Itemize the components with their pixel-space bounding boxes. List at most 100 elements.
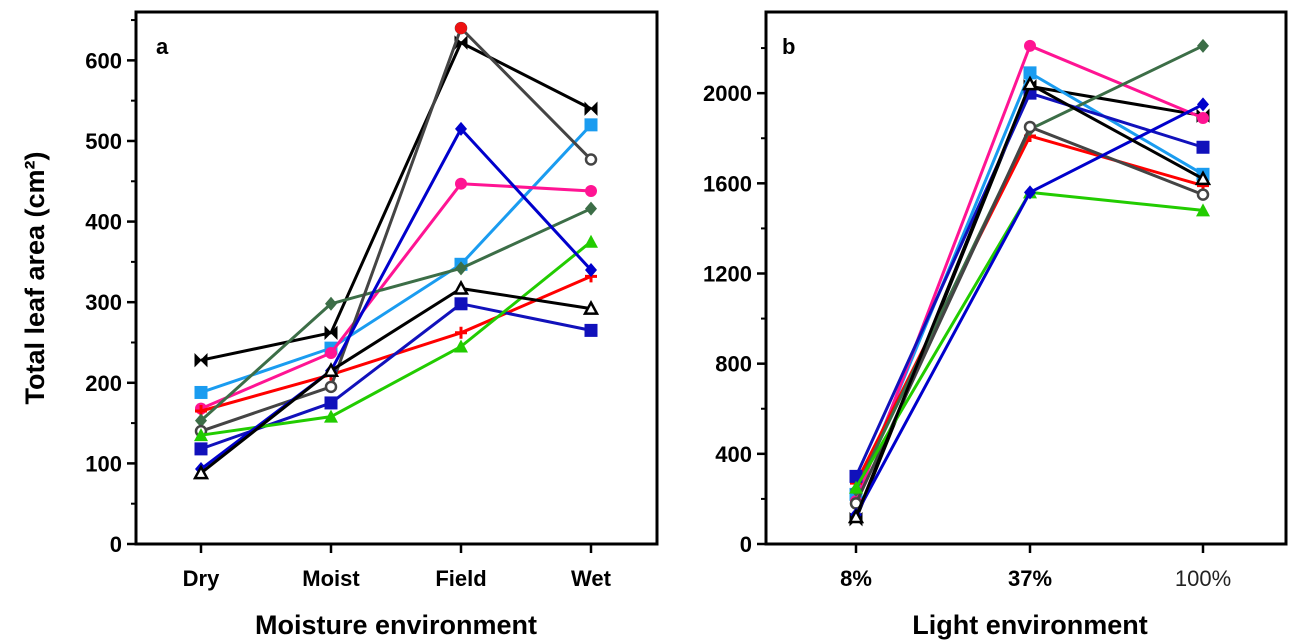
- data-point: [324, 325, 338, 341]
- x-tick-label: 37%: [1008, 566, 1052, 591]
- data-point: [585, 201, 597, 216]
- panel-a-x-title: Moisture environment: [255, 610, 537, 640]
- data-point: [195, 413, 207, 428]
- panel-b-label: b: [782, 34, 795, 59]
- data-point: [1024, 39, 1036, 52]
- data-point: [1196, 203, 1210, 217]
- panel-a-series: [192, 21, 600, 480]
- x-tick-label: Dry: [183, 566, 220, 591]
- data-point: [585, 262, 597, 277]
- series-line: [854, 44, 1204, 491]
- data-point: [325, 346, 337, 359]
- panel-a-y-title: Total leaf area (cm²): [20, 151, 50, 404]
- x-tick-label: Moist: [302, 566, 360, 591]
- series-line: [854, 190, 1204, 489]
- y-tick-label: 500: [85, 129, 122, 154]
- series-5: [195, 201, 597, 428]
- series-line: [200, 182, 592, 410]
- series-1: [194, 35, 598, 368]
- data-point: [324, 409, 338, 423]
- series-8: [194, 234, 598, 442]
- data-point: [1194, 170, 1212, 186]
- data-point: [584, 153, 598, 166]
- data-point: [1024, 185, 1036, 200]
- panel-a-frame: [134, 10, 659, 546]
- data-point: [452, 279, 470, 295]
- series-3: [850, 39, 1209, 508]
- data-point: [454, 339, 468, 353]
- panel-b-x-title: Light environment: [912, 610, 1148, 640]
- y-tick-label: 400: [715, 442, 752, 467]
- y-tick-label: 100: [85, 451, 122, 476]
- series-4: [195, 270, 597, 417]
- y-tick-label: 300: [85, 290, 122, 315]
- data-point: [584, 118, 598, 132]
- data-point: [585, 184, 597, 197]
- y-tick-label: 0: [110, 532, 122, 557]
- series-line: [200, 240, 592, 437]
- y-tick-label: 1200: [703, 261, 752, 286]
- series-line: [854, 44, 1204, 502]
- data-point: [1196, 140, 1210, 154]
- series-10: [192, 279, 600, 480]
- data-point: [194, 428, 208, 442]
- data-point: [584, 101, 598, 116]
- series-4: [850, 129, 1209, 490]
- data-point: [1021, 75, 1039, 91]
- panel-b-x-axis: 8% 37% 100%: [840, 544, 1231, 591]
- data-point: [847, 508, 865, 524]
- panel-b-series: [847, 38, 1212, 527]
- series-line: [200, 26, 593, 433]
- series-7: [849, 86, 1210, 483]
- series-line: [200, 286, 592, 475]
- y-tick-label: 600: [85, 48, 122, 73]
- panel-a: a 0 100 200 300 400 500 600 Dry Moist Field Wet M…: [20, 10, 659, 640]
- data-point: [455, 177, 467, 190]
- series-2: [194, 118, 598, 399]
- y-tick-label: 0: [740, 532, 752, 557]
- y-tick-label: 200: [85, 371, 122, 396]
- data-point: [1023, 120, 1037, 134]
- data-point: [1197, 38, 1209, 53]
- data-point: [582, 300, 600, 315]
- data-point: [322, 362, 340, 377]
- data-point: [192, 464, 210, 480]
- x-tick-label: Field: [435, 566, 486, 591]
- data-point: [455, 261, 467, 276]
- data-point: [455, 22, 467, 35]
- data-point: [454, 297, 468, 311]
- data-point: [1196, 188, 1210, 201]
- y-tick-label: 400: [85, 210, 122, 235]
- series-11: [455, 22, 467, 35]
- series-9: [850, 97, 1209, 522]
- series-line: [199, 207, 592, 422]
- y-tick-label: 1600: [703, 171, 752, 196]
- series-line: [854, 125, 1204, 505]
- series-6: [849, 120, 1210, 510]
- data-point: [324, 396, 338, 410]
- panel-a-x-axis: Dry Moist Field Wet: [183, 544, 612, 591]
- series-line: [854, 103, 1204, 516]
- series-8: [849, 185, 1210, 494]
- series-9: [195, 121, 597, 477]
- data-point: [194, 353, 208, 368]
- panel-a-y-axis: 0 100 200 300 400 500 600: [85, 19, 136, 557]
- series-line: [200, 123, 593, 394]
- data-point: [584, 234, 598, 248]
- series-10: [847, 75, 1212, 524]
- data-point: [849, 480, 863, 494]
- x-tick-label: 8%: [840, 566, 872, 591]
- y-tick-label: 800: [715, 352, 752, 377]
- data-point: [194, 385, 208, 399]
- data-point: [455, 121, 467, 136]
- series-line: [200, 41, 592, 362]
- series-line: [200, 275, 592, 413]
- panel-b-frame: [764, 10, 1288, 546]
- series-line: [854, 82, 1204, 518]
- y-tick-label: 2000: [703, 81, 752, 106]
- x-tick-label: 100%: [1175, 566, 1231, 591]
- data-point: [324, 380, 338, 394]
- data-point: [1197, 97, 1209, 112]
- panel-b-y-axis: 0 400 800 1200 1600 2000: [703, 47, 766, 557]
